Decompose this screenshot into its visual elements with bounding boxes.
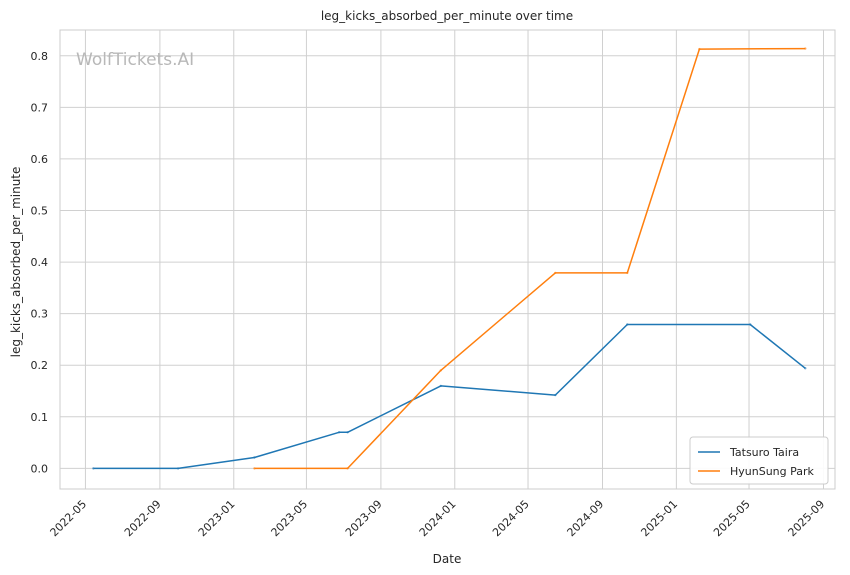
y-axis-label: leg_kicks_absorbed_per_minute [9, 167, 23, 358]
y-tick-label: 0.3 [31, 308, 49, 321]
legend-box [689, 436, 829, 485]
data-point-hyunsung-park [554, 271, 557, 275]
y-tick-label: 0.4 [31, 256, 49, 269]
data-point-hyunsung-park [253, 467, 256, 470]
legend-label-hyunsung-park: HyunSung Park [730, 465, 815, 478]
watermark-text: WolfTickets.AI [76, 50, 194, 70]
data-point-tatsuro-taira [749, 323, 752, 326]
x-axis-label: Date [433, 552, 462, 566]
data-point-tatsuro-taira [337, 431, 341, 434]
series-lines [92, 47, 807, 470]
data-point-tatsuro-taira [253, 456, 256, 459]
y-axis-ticks: 0.0 0.1 0.2 0.3 0.4 0.5 0.6 0.7 0.8 [31, 50, 49, 476]
data-point-tatsuro-taira [439, 384, 442, 388]
y-tick-label: 0.0 [31, 462, 49, 475]
plot-area [59, 29, 836, 490]
data-point-hyunsung-park [346, 467, 349, 470]
chart-title: leg_kicks_absorbed_per_minute over time [321, 9, 573, 23]
data-point-tatsuro-taira [346, 431, 349, 434]
series-hyunsung-park [253, 47, 807, 470]
y-tick-label: 0.6 [31, 153, 49, 166]
y-tick-label: 0.8 [31, 50, 49, 63]
data-point-tatsuro-taira [92, 467, 95, 470]
y-tick-label: 0.5 [31, 205, 49, 218]
legend: Tatsuro Taira HyunSung Park [689, 436, 829, 485]
y-tick-label: 0.7 [31, 101, 49, 114]
data-point-tatsuro-taira [554, 393, 557, 397]
series-tatsuro-taira [92, 323, 807, 470]
data-point-hyunsung-park [698, 47, 701, 51]
data-point-hyunsung-park [439, 369, 442, 372]
series-line-tatsuro-taira [93, 323, 806, 470]
legend-label-tatsuro-taira: Tatsuro Taira [729, 446, 799, 459]
y-tick-label: 0.2 [31, 359, 49, 372]
data-point-tatsuro-taira [626, 323, 629, 326]
data-point-tatsuro-taira [804, 367, 807, 370]
data-point-hyunsung-park [804, 47, 807, 50]
y-tick-label: 0.1 [31, 411, 49, 424]
data-point-hyunsung-park [626, 271, 629, 275]
data-point-tatsuro-taira [176, 467, 180, 470]
x-gridlines [84, 30, 824, 489]
plot-frame [59, 29, 836, 490]
